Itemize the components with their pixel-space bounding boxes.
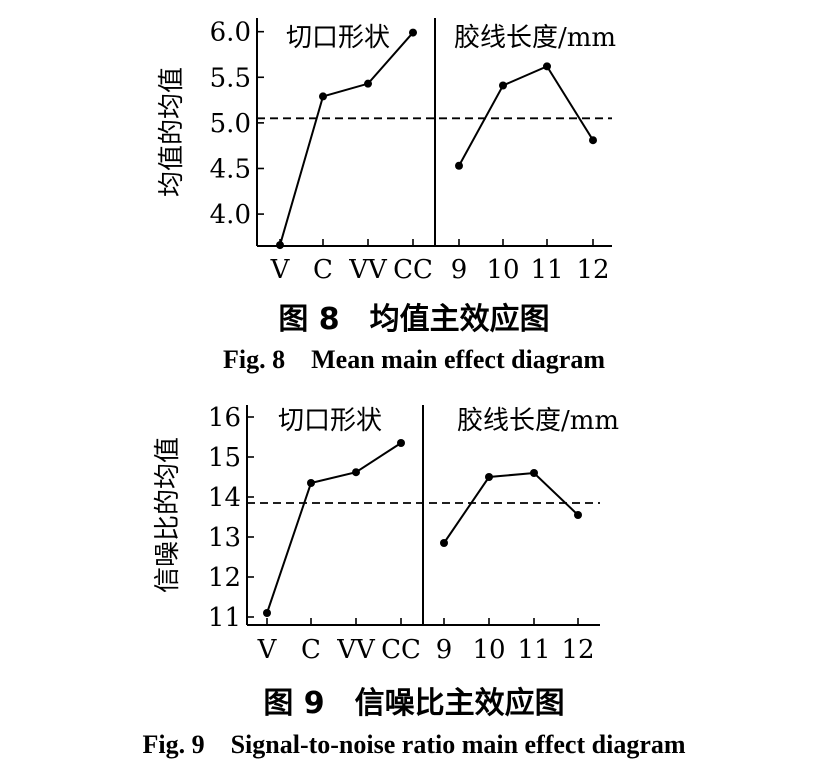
series-line — [443, 471, 579, 544]
data-point — [319, 92, 327, 101]
y-tick-label: 5.0 — [210, 109, 251, 139]
x-tick-label: VV — [336, 635, 376, 665]
x-tick-label: 9 — [451, 255, 468, 285]
panel-title: 胶线长度/mm — [454, 23, 616, 53]
x-tick-label: 12 — [561, 635, 594, 665]
y-tick-label: 11 — [208, 603, 241, 633]
series-line — [279, 31, 414, 246]
panel-title: 胶线长度/mm — [457, 406, 619, 436]
y-tick-label: 4.0 — [210, 200, 251, 230]
snr-main-effect-chart: 11 12 13 14 15 16 信噪比的均值 切口形状 V C VV CC 胶线长度/mm 9 10 11… — [153, 403, 619, 665]
y-tick-label: 4.5 — [210, 154, 251, 184]
y-axis-title: 信噪比的均值 — [153, 437, 183, 593]
y-tick-label: 12 — [208, 563, 241, 593]
fig8-caption-cn: 图 8 均值主效应图 — [278, 302, 550, 337]
x-tick-label: CC — [381, 635, 421, 665]
data-point — [364, 79, 372, 88]
panel-title: 切口形状 — [278, 406, 382, 436]
x-tick-label: 10 — [472, 635, 505, 665]
data-point — [499, 81, 507, 90]
x-tick-label: CC — [393, 255, 433, 285]
data-point — [530, 469, 538, 477]
x-tick-label: V — [257, 635, 278, 665]
y-tick-label: 5.5 — [210, 63, 251, 93]
y-tick-label: 15 — [208, 443, 241, 473]
mean-main-effect-chart: 4.0 4.5 5.0 5.5 6.0 均值的均值 切口形状 V C VV CC 胶线长度/mm 9 10… — [157, 18, 616, 285]
x-tick-label: V — [270, 255, 291, 285]
x-tick-label: C — [313, 255, 333, 285]
y-axis-title: 均值的均值 — [157, 67, 187, 197]
data-point — [352, 468, 360, 477]
series-line — [458, 65, 594, 167]
fig9-caption-en: Fig. 9 Signal-to-noise ratio main effect… — [142, 730, 686, 759]
x-tick-label: 12 — [576, 255, 609, 285]
x-tick-label: 11 — [517, 635, 550, 665]
x-tick-label: 11 — [530, 255, 563, 285]
y-tick-label: 13 — [208, 523, 241, 553]
fig8-caption-en: Fig. 8 Mean main effect diagram — [223, 345, 605, 374]
data-point — [440, 539, 448, 547]
series-line — [266, 442, 402, 614]
data-point — [409, 28, 417, 37]
y-tick-label: 14 — [208, 483, 241, 513]
x-tick-label: VV — [348, 255, 388, 285]
y-tick-label: 16 — [208, 403, 241, 433]
data-point — [307, 479, 315, 487]
x-tick-label: 9 — [436, 635, 453, 665]
x-tick-label: C — [301, 635, 321, 665]
data-point — [263, 609, 271, 617]
data-point — [455, 161, 463, 170]
data-point — [543, 62, 551, 71]
x-tick-label: 10 — [486, 255, 519, 285]
data-point — [574, 511, 582, 519]
data-point — [485, 473, 493, 481]
fig9-caption-cn: 图 9 信噪比主效应图 — [263, 686, 565, 721]
panel-title: 切口形状 — [286, 23, 390, 53]
data-point — [397, 439, 405, 447]
y-tick-label: 6.0 — [210, 18, 251, 48]
data-point — [589, 136, 597, 145]
